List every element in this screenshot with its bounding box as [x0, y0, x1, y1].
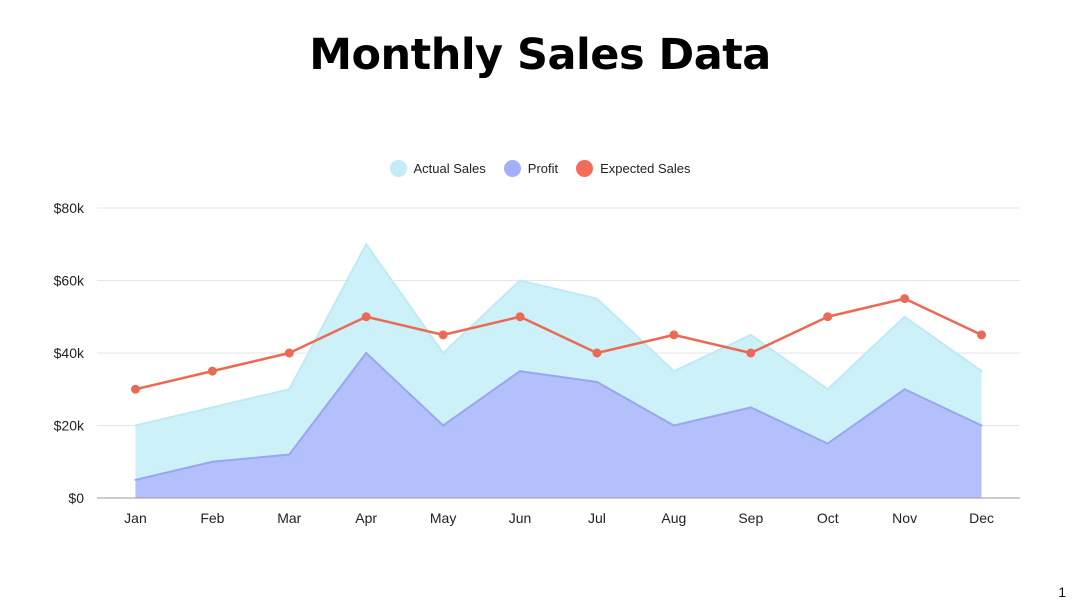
point-profit-nov: [903, 388, 906, 391]
point-expected-sales-aug: [669, 330, 679, 340]
point-profit-sep: [749, 406, 752, 409]
y-axis-ticks: $0 $20k $40k $60k $80k: [54, 200, 85, 506]
point-actual-sales-dec: [980, 370, 983, 373]
point-profit-jun: [519, 370, 522, 373]
point-expected-sales-jun: [515, 312, 525, 322]
point-expected-sales-dec: [977, 330, 987, 340]
point-actual-sales-jan: [134, 424, 137, 427]
x-tick-label-oct: Oct: [817, 510, 839, 526]
y-tick-label-2: $40k: [54, 345, 85, 361]
legend-swatch-profit: [503, 160, 521, 177]
area-edge-actual-sales: [135, 242, 983, 427]
area-series: [134, 242, 983, 498]
point-profit-dec: [980, 424, 983, 427]
x-axis-ticks: Jan Feb Mar Apr May Jun Jul Aug Sep Oct Nov Dec: [124, 510, 994, 526]
x-tick-label-aug: Aug: [661, 510, 686, 526]
point-actual-sales-may: [442, 352, 445, 354]
point-actual-sales-mar: [288, 388, 291, 391]
point-expected-sales-mar: [284, 348, 294, 358]
point-actual-sales-jul: [595, 297, 598, 300]
point-profit-oct: [826, 442, 829, 445]
point-profit-feb: [211, 460, 214, 463]
point-actual-sales-sep: [749, 333, 752, 336]
point-profit-may: [442, 424, 445, 427]
legend-swatch-actual-sales: [389, 160, 407, 177]
line-expected-sales: [135, 297, 983, 391]
point-actual-sales-jun: [519, 279, 522, 282]
point-profit-apr: [365, 352, 368, 354]
y-tick-label-1: $20k: [54, 418, 85, 434]
point-profit-jul: [595, 381, 598, 383]
point-actual-sales-nov: [903, 315, 906, 318]
area-edge-profit: [135, 351, 982, 481]
x-tick-label-sep: Sep: [738, 510, 763, 526]
chart-title: Monthly Sales Data: [309, 30, 771, 80]
page-number: 1: [1058, 584, 1066, 600]
point-profit-jan: [134, 478, 137, 481]
point-expected-sales-feb: [207, 366, 217, 376]
point-actual-sales-apr: [365, 243, 368, 246]
x-tick-label-dec: Dec: [969, 510, 994, 526]
x-tick-label-may: May: [430, 510, 456, 526]
legend-label-actual-sales: Actual Sales: [413, 161, 486, 176]
point-expected-sales-jan: [130, 384, 140, 394]
chart-legend: Actual Sales Profit Expected Sales: [0, 160, 1080, 177]
point-expected-sales-oct: [823, 312, 833, 322]
point-expected-sales-apr: [361, 312, 371, 322]
x-tick-label-jul: Jul: [588, 510, 606, 526]
x-tick-label-jan: Jan: [124, 510, 147, 526]
x-tick-label-mar: Mar: [277, 510, 301, 526]
area-profit: [135, 353, 982, 498]
line-series: [130, 294, 987, 394]
point-actual-sales-aug: [672, 370, 675, 373]
legend-item-expected-sales[interactable]: Expected Sales: [576, 160, 690, 177]
point-expected-sales-jul: [592, 348, 602, 358]
point-expected-sales-may: [438, 330, 448, 340]
y-tick-label-4: $80k: [54, 200, 85, 216]
point-expected-sales-sep: [746, 348, 756, 358]
y-tick-label-0: $0: [68, 490, 84, 506]
y-tick-label-3: $60k: [54, 273, 85, 289]
point-profit-aug: [672, 424, 675, 427]
legend-swatch-expected-sales: [576, 160, 594, 177]
point-actual-sales-oct: [826, 388, 829, 391]
x-tick-label-nov: Nov: [892, 510, 917, 526]
point-actual-sales-feb: [211, 406, 214, 409]
legend-label-expected-sales: Expected Sales: [600, 161, 691, 176]
point-expected-sales-nov: [900, 294, 910, 304]
legend-item-actual-sales[interactable]: Actual Sales: [389, 160, 486, 177]
x-tick-label-apr: Apr: [355, 510, 377, 526]
legend-label-profit: Profit: [527, 161, 559, 176]
point-profit-mar: [288, 453, 291, 456]
x-tick-label-feb: Feb: [200, 510, 224, 526]
x-tick-label-jun: Jun: [509, 510, 532, 526]
legend-item-profit[interactable]: Profit: [503, 160, 559, 177]
